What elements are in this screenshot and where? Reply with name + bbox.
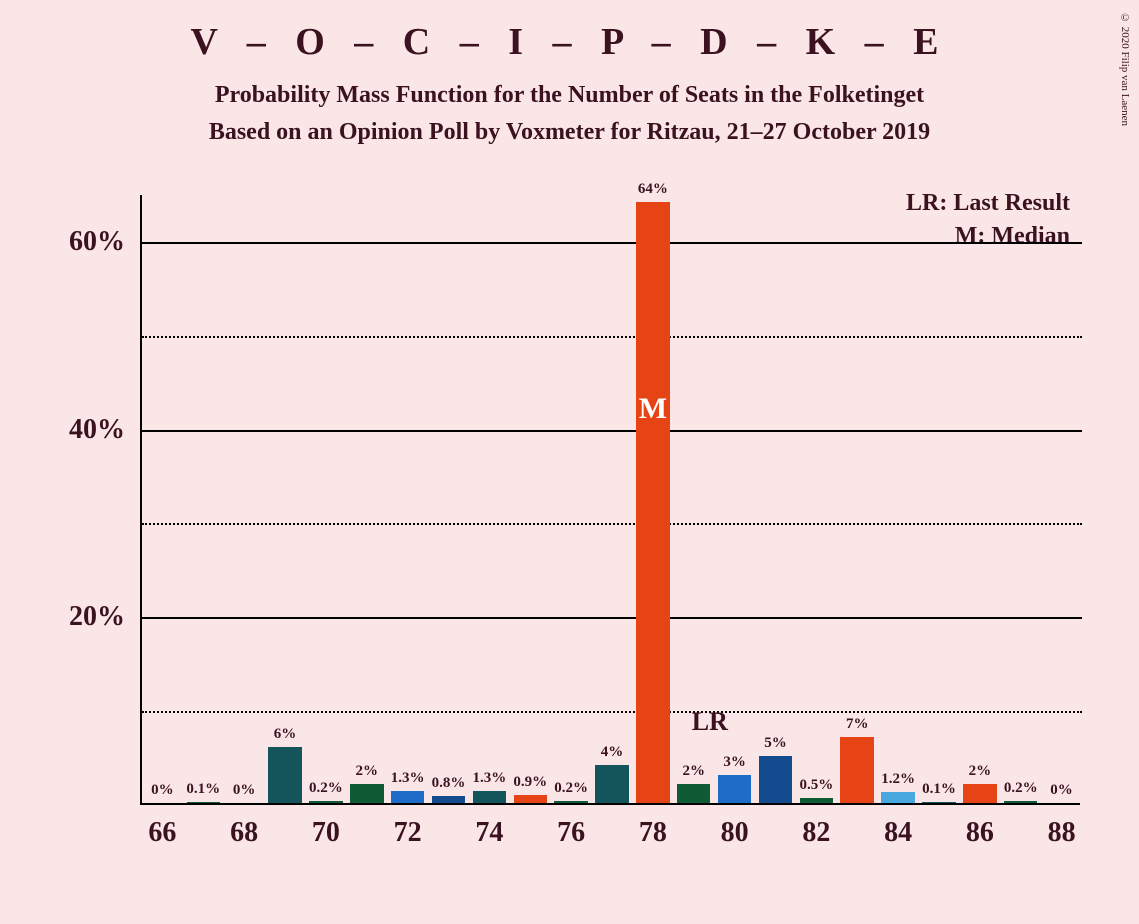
bar-value-label: 0.2% <box>309 780 343 801</box>
x-axis-label: 70 <box>312 817 340 849</box>
bar-value-label: 1.2% <box>881 771 915 792</box>
bar: 1.2% <box>881 792 915 803</box>
bar: 4% <box>595 765 629 803</box>
bar: 5% <box>759 756 793 803</box>
bar-value-label: 0.9% <box>513 774 547 795</box>
bar: 0.2% <box>309 801 343 803</box>
bar: 2% <box>963 784 997 803</box>
bar: 3% <box>718 775 752 803</box>
x-axis-label: 88 <box>1048 817 1076 849</box>
chart-subtitle-2: Based on an Opinion Poll by Voxmeter for… <box>0 119 1139 146</box>
x-axis-label: 66 <box>148 817 176 849</box>
y-axis-label: 60% <box>69 226 125 258</box>
bar: 0.2% <box>554 801 588 803</box>
bar-value-label: 64% <box>638 181 668 202</box>
gridline-major <box>142 242 1082 244</box>
gridline-minor <box>142 711 1082 713</box>
bar-value-label: 6% <box>274 726 297 747</box>
bar-value-label: 1.3% <box>473 770 507 791</box>
x-axis-label: 74 <box>475 817 503 849</box>
bar: 2% <box>677 784 711 803</box>
bar: 0.8% <box>432 796 466 804</box>
bar: 0.1% <box>187 802 221 803</box>
bar: 2% <box>350 784 384 803</box>
last-result-marker: LR <box>692 707 728 737</box>
copyright-text: © 2020 Filip van Laenen <box>1119 12 1131 126</box>
bar: 0.1% <box>922 802 956 803</box>
bar-value-label: 0% <box>1050 782 1073 803</box>
gridline-major <box>142 430 1082 432</box>
x-axis-label: 72 <box>394 817 422 849</box>
bar: 1.3% <box>473 791 507 803</box>
bar: 6% <box>268 747 302 803</box>
bar: 0.9% <box>514 795 548 803</box>
bar-value-label: 0.8% <box>432 775 466 796</box>
plot-region: 20%40%60%6668707274767880828486880%0.1%0… <box>140 195 1080 805</box>
bar-value-label: 0.2% <box>554 780 588 801</box>
x-axis-label: 82 <box>802 817 830 849</box>
bar-value-label: 2% <box>356 763 379 784</box>
bar: 0.2% <box>1004 801 1038 803</box>
bar: 64%M <box>636 202 670 803</box>
x-axis-label: 68 <box>230 817 258 849</box>
gridline-major <box>142 617 1082 619</box>
bar-value-label: 2% <box>969 763 992 784</box>
x-axis-label: 84 <box>884 817 912 849</box>
chart-plot-area: LR: Last Result M: Median 20%40%60%66687… <box>140 195 1080 805</box>
bar-value-label: 0.2% <box>1004 780 1038 801</box>
chart-subtitle-1: Probability Mass Function for the Number… <box>0 82 1139 109</box>
gridline-minor <box>142 336 1082 338</box>
x-axis-label: 86 <box>966 817 994 849</box>
chart-title: V – O – C – I – P – D – K – E <box>0 20 1139 64</box>
bar-value-label: 0.1% <box>922 781 956 802</box>
x-axis-label: 76 <box>557 817 585 849</box>
bar-value-label: 0% <box>233 782 256 803</box>
bar-value-label: 2% <box>682 763 705 784</box>
bar-value-label: 1.3% <box>391 770 425 791</box>
x-axis-label: 80 <box>721 817 749 849</box>
bar: 7% <box>840 737 874 803</box>
bar-value-label: 5% <box>764 735 787 756</box>
bar-value-label: 3% <box>723 754 746 775</box>
bar: 0.5% <box>800 798 834 803</box>
x-axis-label: 78 <box>639 817 667 849</box>
bar-value-label: 0.5% <box>799 777 833 798</box>
bar: 1.3% <box>391 791 425 803</box>
bar-value-label: 4% <box>601 744 624 765</box>
chart-container: V – O – C – I – P – D – K – E Probabilit… <box>0 0 1139 924</box>
y-axis-label: 40% <box>69 414 125 446</box>
gridline-minor <box>142 523 1082 525</box>
y-axis-label: 20% <box>69 601 125 633</box>
bar-value-label: 7% <box>846 716 869 737</box>
median-marker: M <box>639 392 667 426</box>
bar-value-label: 0.1% <box>186 781 220 802</box>
bar-value-label: 0% <box>151 782 174 803</box>
